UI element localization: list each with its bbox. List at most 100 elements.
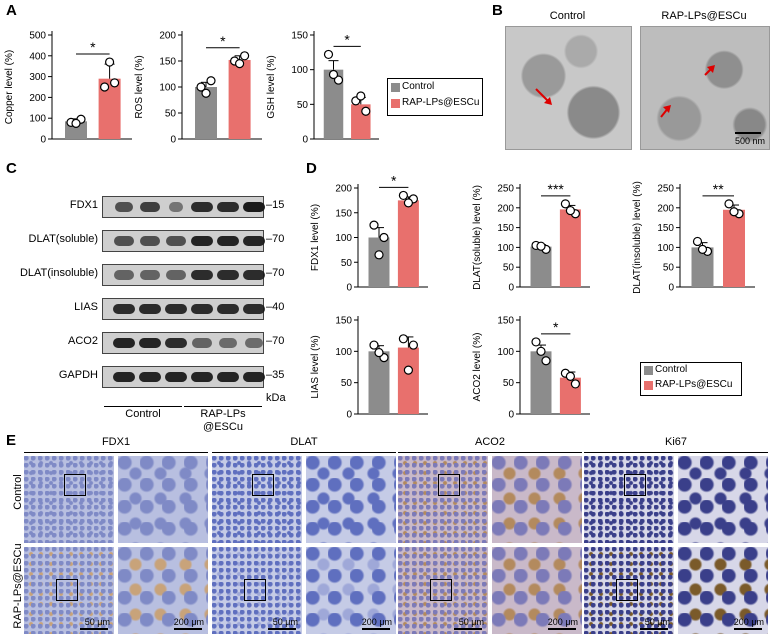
y-tick-label: 200 xyxy=(159,31,176,42)
y-axis-label: DLAT(soluble) level (%) xyxy=(472,185,483,290)
bar-treated xyxy=(228,59,251,139)
ihc-title-rule xyxy=(212,452,396,453)
y-tick-label: 0 xyxy=(346,410,352,421)
y-tick-label: 0 xyxy=(668,283,674,294)
ihc-high-mag-image: 200 μm xyxy=(492,547,582,634)
y-tick-label: 50 xyxy=(297,100,309,111)
ihc-high-mag-image: 200 μm xyxy=(678,547,768,634)
blot-band xyxy=(166,236,186,246)
data-point xyxy=(361,106,371,116)
y-tick-label: 150 xyxy=(657,223,674,234)
y-tick-label: 50 xyxy=(341,378,353,389)
em-image-control xyxy=(505,26,632,150)
chart-ros: ROS level (%) 0 50 100 150 200 * xyxy=(134,31,262,146)
ihc-scale-label: 200 μm xyxy=(733,617,764,627)
y-axis-label: Copper level (%) xyxy=(4,50,15,124)
ihc-low-mag-image xyxy=(24,456,114,543)
ihc-zoom-box xyxy=(438,474,460,496)
data-point xyxy=(323,49,334,60)
ihc-high-mag-image xyxy=(118,456,208,543)
legend-d: Control RAP-LPs@ESCu xyxy=(640,362,742,396)
ihc-scale-bar xyxy=(268,628,296,630)
data-point xyxy=(71,118,81,129)
y-tick-label: 100 xyxy=(291,65,308,76)
ihc-scale-bar xyxy=(80,628,108,630)
data-point xyxy=(374,347,384,358)
em-image-treated: 500 nm xyxy=(640,26,770,150)
y-tick-label: 150 xyxy=(335,316,352,327)
ihc-low-mag-image xyxy=(584,456,674,543)
chart-lias: LIAS level (%) 0 50 100 150 xyxy=(310,316,428,421)
blot-band xyxy=(191,372,213,382)
blot-row xyxy=(102,298,265,320)
ihc-zoom-box xyxy=(64,474,86,496)
blot-row-label: FDX1 xyxy=(69,199,98,211)
y-tick-label: 150 xyxy=(497,223,514,234)
blot-band xyxy=(113,304,135,314)
ihc-low-mag-image: 50 μm xyxy=(584,547,674,634)
ihc-scale-bar xyxy=(548,628,576,630)
ihc-scale-bar xyxy=(640,628,668,630)
legend-d-swatch-treated xyxy=(644,381,653,390)
data-point xyxy=(570,379,581,389)
bar-control xyxy=(368,237,390,287)
ihc-scale-label: 200 μm xyxy=(361,617,392,627)
y-tick-label: 50 xyxy=(341,258,353,269)
blot-group-line-treated xyxy=(184,406,262,407)
data-point xyxy=(379,232,389,243)
y-tick-label: 200 xyxy=(29,93,46,104)
em-scale-bar xyxy=(735,132,761,134)
bar-treated xyxy=(98,78,121,139)
blot-band xyxy=(243,236,265,246)
y-tick-label: 150 xyxy=(159,57,176,68)
significance-label: * xyxy=(90,39,96,55)
y-axis-label: LIAS level (%) xyxy=(310,335,321,398)
chart-dlat-insoluble: DLAT(insoluble) level (%) 0 50 100 150 200 250… xyxy=(632,181,755,294)
y-tick-label: 150 xyxy=(291,31,308,42)
y-axis-label: FDX1 level (%) xyxy=(310,204,321,271)
blot-band xyxy=(115,202,133,212)
ihc-scale-label: 50 μm xyxy=(644,617,670,627)
significance-label: * xyxy=(553,319,559,335)
data-point xyxy=(408,340,419,350)
significance-label: *** xyxy=(548,181,565,197)
y-tick-label: 100 xyxy=(497,243,514,254)
data-point xyxy=(536,346,546,356)
ihc-low-mag-image: 50 μm xyxy=(398,547,488,634)
ihc-low-mag-image: 50 μm xyxy=(212,547,302,634)
y-tick-label: 100 xyxy=(335,233,352,244)
ihc-zoom-box xyxy=(624,474,646,496)
blot-kda-label: kDa xyxy=(266,392,286,404)
data-point xyxy=(565,371,576,382)
y-axis-label: GSH level (%) xyxy=(266,55,277,118)
blot-row xyxy=(102,230,265,252)
ihc-title-rule xyxy=(398,452,582,453)
data-point xyxy=(104,57,115,67)
bar-treated xyxy=(559,209,581,287)
bar-control xyxy=(530,246,552,287)
legend-d-label-treated: RAP-LPs@ESCu xyxy=(655,379,733,390)
blot-row-label: GAPDH xyxy=(58,369,98,381)
blot-row-label: LIAS xyxy=(74,301,98,313)
data-point xyxy=(692,236,703,247)
ihc-zoom-box xyxy=(252,474,274,496)
ihc-zoom-box xyxy=(430,579,452,601)
blot-band xyxy=(217,202,239,212)
panel-label-d: D xyxy=(306,160,317,177)
y-tick-label: 300 xyxy=(29,72,46,83)
bar-control xyxy=(323,69,344,139)
ihc-scale-label: 50 μm xyxy=(272,617,298,627)
blot-row-label: DLAT(insoluble) xyxy=(19,267,98,279)
y-tick-label: 100 xyxy=(657,243,674,254)
legend-swatch-control xyxy=(391,83,400,92)
bar-control xyxy=(691,247,714,287)
y-tick-label: 50 xyxy=(503,263,515,274)
y-tick-label: 50 xyxy=(663,263,675,274)
ihc-title-rule xyxy=(24,452,208,453)
blot-group-treated-1: RAP-LPs xyxy=(200,408,246,420)
ihc-zoom-box xyxy=(56,579,78,601)
data-point xyxy=(729,207,739,217)
ihc-high-mag-image: 200 μm xyxy=(118,547,208,634)
ihc-scale-label: 50 μm xyxy=(458,617,484,627)
panel-label-e: E xyxy=(6,432,17,449)
